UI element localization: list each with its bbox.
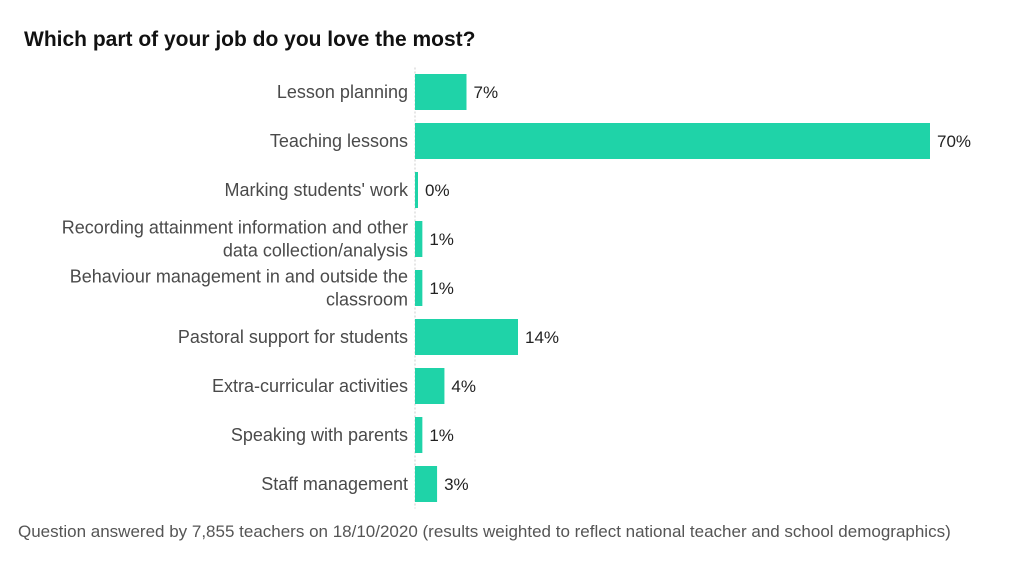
category-label-3-line-1: data collection/analysis: [223, 241, 408, 261]
category-label-5: Pastoral support for students: [178, 327, 408, 347]
category-label-6-line-0: Extra-curricular activities: [212, 376, 408, 396]
value-label-4: 1%: [429, 279, 454, 298]
category-label-1-line-0: Teaching lessons: [270, 131, 408, 151]
value-label-3: 1%: [429, 230, 454, 249]
category-label-7: Speaking with parents: [231, 425, 408, 445]
category-label-3: Recording attainment information and oth…: [62, 218, 408, 261]
category-label-1: Teaching lessons: [270, 131, 408, 151]
category-label-0: Lesson planning: [277, 82, 408, 102]
category-label-4: Behaviour management in and outside the c…: [70, 267, 408, 310]
category-label-6: Extra-curricular activities: [212, 376, 408, 396]
value-label-6: 4%: [451, 377, 476, 396]
value-label-5: 14%: [525, 328, 559, 347]
value-label-1: 70%: [937, 132, 971, 151]
bar-8: [415, 466, 438, 502]
bar-6: [415, 368, 445, 404]
value-label-0: 7%: [474, 83, 499, 102]
bar-7: [415, 417, 423, 453]
bar-1: [415, 123, 930, 159]
category-label-4-line-0: Behaviour management in and outside the: [70, 267, 408, 287]
category-label-8: Staff management: [261, 474, 408, 494]
bar-5: [415, 319, 518, 355]
category-label-8-line-0: Staff management: [261, 474, 408, 494]
category-label-0-line-0: Lesson planning: [277, 82, 408, 102]
category-label-3-line-0: Recording attainment information and oth…: [62, 218, 408, 238]
bar-chart: 7% Lesson planning 70% Teaching lessons 0% Ma…: [62, 67, 971, 509]
value-label-8: 3%: [444, 475, 469, 494]
footnote: Question answered by 7,855 teachers on 1…: [18, 522, 951, 541]
bar-2: [415, 172, 418, 208]
value-label-7: 1%: [429, 426, 454, 445]
bar-0: [415, 74, 467, 110]
category-label-2-line-0: Marking students' work: [224, 180, 409, 200]
bar-3: [415, 221, 423, 257]
value-label-2: 0%: [425, 181, 450, 200]
bar-4: [415, 270, 423, 306]
category-label-5-line-0: Pastoral support for students: [178, 327, 408, 347]
category-label-2: Marking students' work: [224, 180, 409, 200]
chart-title: Which part of your job do you love the m…: [24, 28, 476, 51]
category-label-4-line-1: classroom: [326, 290, 408, 310]
category-label-7-line-0: Speaking with parents: [231, 425, 408, 445]
